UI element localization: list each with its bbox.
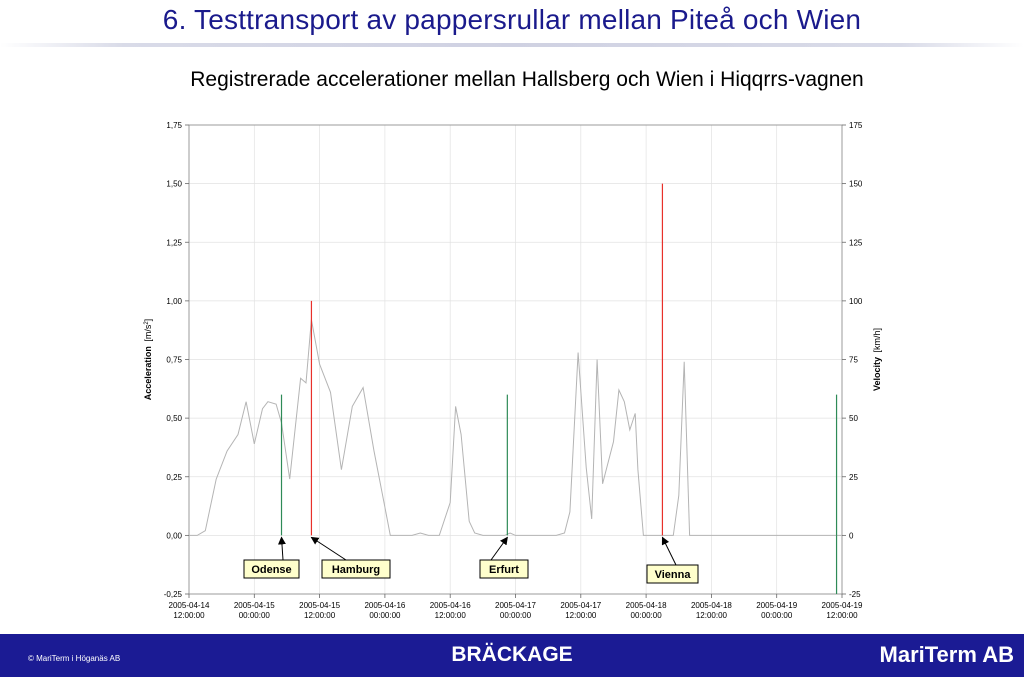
footer-brand-logo: MariTerm AB: [879, 642, 1014, 667]
x-tick-label-time: 12:00:00: [696, 611, 728, 620]
y-tick-label: 0,75: [166, 356, 182, 365]
x-tick-label-time: 12:00:00: [826, 611, 858, 620]
x-tick-label-date: 2005-04-16: [364, 601, 405, 610]
y-tick-label: -0,25: [164, 590, 183, 599]
x-tick-label-time: 00:00:00: [631, 611, 663, 620]
x-tick-label-time: 00:00:00: [369, 611, 401, 620]
annotation-label-erfurt: Erfurt: [489, 564, 519, 576]
annotation-arrow: [310, 536, 347, 561]
x-tick-label-date: 2005-04-18: [691, 601, 732, 610]
annotation-arrow: [277, 536, 286, 561]
annotation-label-odense: Odense: [251, 564, 291, 576]
x-tick-label-time: 12:00:00: [173, 611, 205, 620]
annotation-box: [646, 564, 699, 584]
footer-section-title: BRÄCKAGE: [451, 643, 573, 666]
y-axis-title: Acceleration [m/s2]: [143, 319, 153, 400]
footer-bar: © MariTerm i Höganäs AB BRÄCKAGE MariTer…: [0, 634, 1024, 677]
x-tick-label-time: 12:00:00: [565, 611, 597, 620]
y-tick-label: 0,25: [166, 473, 182, 482]
y2-tick-label: 50: [849, 414, 858, 423]
title-divider: [0, 43, 1024, 47]
x-tick-label-time: 00:00:00: [239, 611, 271, 620]
y2-tick-label: 100: [849, 297, 863, 306]
x-tick-label-date: 2005-04-15: [299, 601, 340, 610]
x-tick-label-date: 2005-04-17: [495, 601, 536, 610]
x-tick-label-date: 2005-04-17: [560, 601, 601, 610]
x-tick-label-time: 00:00:00: [761, 611, 793, 620]
chart-series: [189, 183, 842, 594]
acceleration-velocity-chart: 1,75 1,50 1,25 1,00 0,75 0,50 0,25 0,00 -0,25 17…: [143, 121, 882, 620]
x-tick-label-date: 2005-04-14: [169, 601, 210, 610]
annotation-label-vienna: Vienna: [655, 569, 692, 581]
x-tick-label-date: 2005-04-19: [822, 601, 863, 610]
y2-tick-label: 75: [849, 356, 858, 365]
y2-tick-label: -25: [849, 590, 861, 599]
y-tick-label: 0,00: [166, 531, 182, 540]
y2-tick-label: 175: [849, 121, 863, 130]
y2-tick-label: 125: [849, 238, 863, 247]
footer-copyright: © MariTerm i Höganäs AB: [28, 654, 121, 663]
slide-title: 6. Testtransport av pappersrullar mellan…: [162, 4, 862, 35]
y-axis-ticks: 1,75 1,50 1,25 1,00 0,75 0,50 0,25 0,00 -0,25: [164, 121, 189, 599]
x-tick-label-time: 00:00:00: [500, 611, 532, 620]
x-tick-label-date: 2005-04-19: [756, 601, 797, 610]
velocity-series-line: [189, 319, 842, 536]
location-annotations: Odense Hamburg Erfurt Vienna: [243, 536, 699, 584]
y2-axis-ticks: 175 150 125 100 75 50 25 0 -25: [842, 121, 863, 599]
x-axis-ticks: 2005-04-1412:00:002005-04-1500:00:002005…: [169, 594, 863, 620]
chart-grid: [188, 124, 843, 595]
x-tick-label-time: 12:00:00: [304, 611, 336, 620]
y-tick-label: 1,00: [166, 297, 182, 306]
annotation-label-hamburg: Hamburg: [332, 564, 380, 576]
annotation-arrow: [490, 536, 508, 561]
annotation-box: [479, 559, 529, 579]
y2-axis-title: Velocity [km/h]: [872, 328, 882, 391]
x-tick-label-date: 2005-04-18: [626, 601, 667, 610]
annotation-arrow: [661, 536, 677, 566]
y2-tick-label: 25: [849, 473, 858, 482]
y-tick-label: 1,25: [166, 238, 182, 247]
y2-tick-label: 0: [849, 531, 854, 540]
annotation-box: [243, 559, 300, 579]
x-tick-label-date: 2005-04-16: [430, 601, 471, 610]
y-tick-label: 1,75: [166, 121, 182, 130]
x-tick-label-date: 2005-04-15: [234, 601, 275, 610]
x-tick-label-time: 12:00:00: [435, 611, 467, 620]
y2-tick-label: 150: [849, 180, 863, 189]
y-tick-label: 0,50: [166, 414, 182, 423]
slide-subtitle: Registrerade accelerationer mellan Halls…: [190, 68, 864, 91]
annotation-box: [321, 559, 391, 579]
y-tick-label: 1,50: [166, 180, 182, 189]
